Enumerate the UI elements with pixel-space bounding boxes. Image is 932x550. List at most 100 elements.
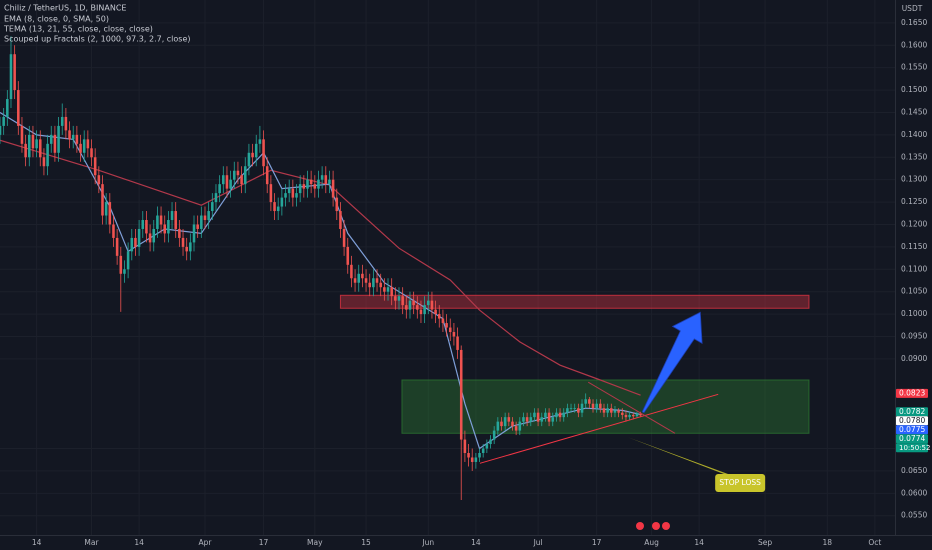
candle-body <box>295 193 298 198</box>
y-tick-label: 0.1100 <box>901 264 927 273</box>
candle-body <box>379 282 382 288</box>
y-tick-label: 0.0650 <box>901 466 927 475</box>
candle-body <box>481 448 485 454</box>
x-tick-label: 14 <box>471 538 481 547</box>
candle-body <box>320 175 324 180</box>
candle-body <box>24 143 27 158</box>
candle-body <box>492 430 496 440</box>
candle-body <box>416 305 419 310</box>
candle-body <box>90 148 93 158</box>
y-tick-label: 0.1450 <box>901 107 927 116</box>
price-label: 0.0782 <box>899 407 925 416</box>
candle-body <box>364 278 368 283</box>
price-label-box <box>896 407 928 417</box>
candle-body <box>200 215 203 229</box>
candle-body <box>540 417 544 422</box>
candle-body <box>137 228 141 247</box>
candle-body <box>145 220 148 234</box>
candle-body <box>196 224 199 229</box>
candle-body <box>181 237 185 247</box>
candle-body <box>529 417 533 422</box>
price-label-box <box>896 388 928 398</box>
candle-body <box>478 453 481 458</box>
candle-body <box>346 246 350 265</box>
candle-body <box>203 215 207 221</box>
candle-body <box>31 134 35 149</box>
candle-body <box>119 255 123 274</box>
candle-body <box>104 202 108 216</box>
candle-body <box>306 179 309 189</box>
y-axis-unit: USDT <box>902 4 923 13</box>
candle-body <box>514 426 518 431</box>
candle-body <box>551 417 555 422</box>
candle-body <box>313 184 317 189</box>
y-tick-label: 0.1250 <box>901 197 927 206</box>
candle-body <box>60 116 64 126</box>
candle-body <box>6 99 9 117</box>
candle-body <box>207 211 210 221</box>
candle-body <box>617 410 620 413</box>
candle-body <box>148 233 152 243</box>
x-tick-label: May <box>307 538 323 547</box>
y-tick-label: 0.1650 <box>901 18 927 27</box>
candle-body <box>298 184 302 194</box>
arrow <box>641 311 703 414</box>
candle-body <box>152 228 156 243</box>
candle-body <box>390 287 393 297</box>
candle-body <box>518 421 522 431</box>
indicator-label: TEMA (13, 21, 55, close, close, close) <box>3 25 153 34</box>
candle-body <box>178 228 181 238</box>
candle-body <box>134 237 137 247</box>
y-tick-label: 0.1350 <box>901 152 927 161</box>
candle-body <box>123 269 126 274</box>
candle-body <box>372 278 375 288</box>
candle-body <box>240 175 243 185</box>
candle-body <box>437 314 441 319</box>
candle-body <box>97 175 101 185</box>
candle-body <box>544 412 547 418</box>
candle-body <box>386 287 390 292</box>
event-icon <box>636 522 644 530</box>
y-tick-label: 0.0600 <box>901 488 927 497</box>
candle-body <box>408 300 412 310</box>
trend-line <box>587 381 676 434</box>
candle-body <box>101 184 104 216</box>
candle-body <box>42 157 46 167</box>
candle-body <box>232 170 236 180</box>
candle-body <box>353 278 357 283</box>
candle-body <box>13 54 16 91</box>
candle-body <box>17 90 20 126</box>
y-tick-label: 0.1400 <box>901 130 927 139</box>
candle-body <box>28 134 31 158</box>
y-tick-label: 0.1050 <box>901 287 927 296</box>
candle-body <box>427 300 430 306</box>
candle-body <box>38 139 42 158</box>
x-tick-label: Oct <box>868 538 881 547</box>
candle-body <box>613 410 617 413</box>
candle-body <box>397 296 401 301</box>
candle-body <box>394 296 397 301</box>
candle-body <box>284 193 287 198</box>
indicator-line <box>0 139 641 396</box>
price-label-box <box>896 434 928 444</box>
candle-body <box>342 228 346 247</box>
candle-body <box>79 143 82 153</box>
candle-body <box>192 224 196 243</box>
candle-body <box>577 408 580 413</box>
candle-body <box>489 439 492 445</box>
y-tick-label: 0.1500 <box>901 85 927 94</box>
candle-body <box>174 211 177 229</box>
candle-body <box>71 134 75 140</box>
indicator-label: EMA (8, close, 0, SMA, 50) <box>4 15 109 24</box>
candle-body <box>130 237 134 252</box>
candle-body <box>93 157 97 176</box>
candle-body <box>485 444 489 449</box>
candle-body <box>251 152 254 158</box>
y-tick-label: 0.0900 <box>901 354 927 363</box>
candle-body <box>474 457 478 462</box>
candle-body <box>302 184 306 189</box>
candles <box>0 36 642 501</box>
drawings: STOP LOSS <box>479 311 766 493</box>
event-icon <box>652 522 660 530</box>
